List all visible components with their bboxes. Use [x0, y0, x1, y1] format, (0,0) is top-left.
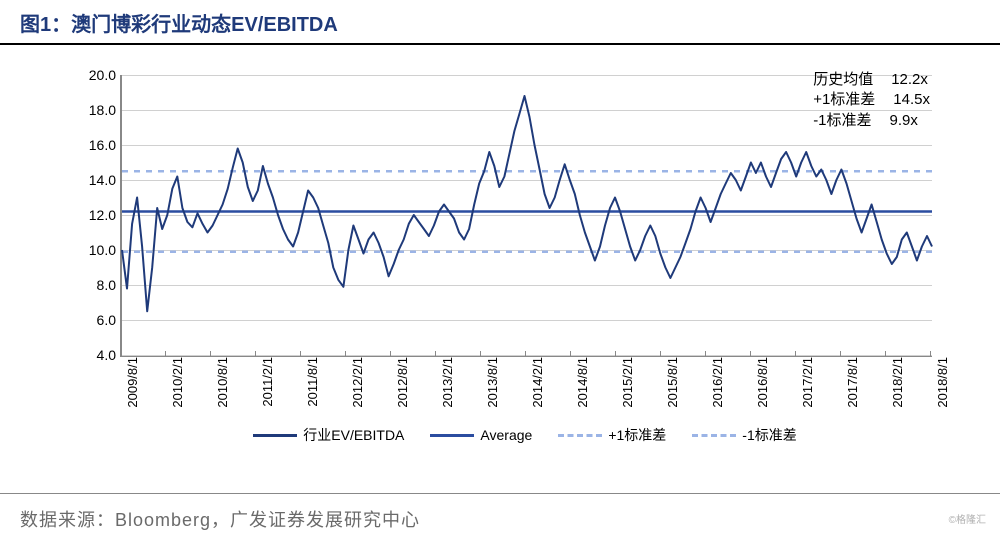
- legend-label: +1标准差: [608, 425, 666, 445]
- legend-item: -1标准差: [692, 425, 796, 445]
- x-axis-label: 2011/8/1: [305, 357, 320, 407]
- x-tick: [660, 351, 661, 357]
- x-axis-label: 2010/2/1: [170, 357, 185, 408]
- x-tick: [435, 351, 436, 357]
- x-axis-label: 2016/8/1: [755, 357, 770, 408]
- x-tick: [165, 351, 166, 357]
- stats-value: 9.9x: [890, 111, 918, 131]
- y-axis-label: 6.0: [74, 312, 116, 328]
- x-axis-label: 2015/8/1: [665, 357, 680, 408]
- figure-title: 图1：澳门博彩行业动态EV/EBITDA: [0, 0, 1000, 45]
- x-tick: [255, 351, 256, 357]
- gridline: [122, 355, 932, 356]
- x-tick: [615, 351, 616, 357]
- x-axis-label: 2014/8/1: [575, 357, 590, 408]
- x-axis-labels: 2009/8/1 2010/2/1 2010/8/1 2011/2/1 2011/8/1…: [120, 357, 930, 427]
- stats-row: -1标准差 9.9x: [813, 111, 930, 131]
- x-tick: [840, 351, 841, 357]
- legend-label: 行业EV/EBITDA: [303, 425, 404, 445]
- data-source: 数据来源：Bloomberg，广发证券发展研究中心: [0, 493, 1000, 544]
- x-tick: [795, 351, 796, 357]
- x-tick: [525, 351, 526, 357]
- x-tick: [480, 351, 481, 357]
- series-line: [122, 96, 932, 311]
- x-axis-label: 2015/2/1: [620, 357, 635, 408]
- stats-value: 12.2x: [891, 70, 928, 90]
- x-axis-label: 2010/8/1: [215, 357, 230, 408]
- x-axis-label: 2013/8/1: [485, 357, 500, 408]
- x-tick: [930, 351, 931, 357]
- stats-row: 历史均值 12.2x: [813, 70, 930, 90]
- x-axis-label: 2011/2/1: [260, 357, 275, 407]
- y-axis-label: 12.0: [74, 207, 116, 223]
- legend-item: 行业EV/EBITDA: [253, 425, 404, 445]
- stats-panel: 历史均值 12.2x +1标准差 14.5x -1标准差 9.9x: [813, 70, 930, 131]
- x-tick: [885, 351, 886, 357]
- legend-swatch: [692, 434, 736, 437]
- stats-label: +1标准差: [813, 90, 875, 110]
- legend-swatch: [253, 434, 297, 437]
- y-axis-label: 18.0: [74, 102, 116, 118]
- legend-swatch: [430, 434, 474, 437]
- legend-swatch: [558, 434, 602, 437]
- plot-area: 4.06.08.010.012.014.016.018.020.0: [120, 75, 932, 357]
- chart-svg: [122, 75, 932, 355]
- x-tick: [300, 351, 301, 357]
- x-axis-label: 2009/8/1: [125, 357, 140, 408]
- legend-label: -1标准差: [742, 425, 796, 445]
- x-axis-label: 2016/2/1: [710, 357, 725, 408]
- x-tick: [345, 351, 346, 357]
- x-tick: [750, 351, 751, 357]
- x-tick: [120, 351, 121, 357]
- y-axis-label: 16.0: [74, 137, 116, 153]
- y-axis-label: 14.0: [74, 172, 116, 188]
- y-axis-label: 4.0: [74, 347, 116, 363]
- x-tick: [705, 351, 706, 357]
- x-tick: [390, 351, 391, 357]
- x-axis-label: 2017/8/1: [845, 357, 860, 408]
- x-axis-label: 2012/2/1: [350, 357, 365, 408]
- x-tick: [210, 351, 211, 357]
- x-tick: [570, 351, 571, 357]
- stats-label: -1标准差: [813, 111, 871, 131]
- x-axis-label: 2018/2/1: [890, 357, 905, 408]
- x-axis-label: 2012/8/1: [395, 357, 410, 408]
- watermark: ©格隆汇: [949, 511, 986, 526]
- y-axis-label: 20.0: [74, 67, 116, 83]
- stats-value: 14.5x: [893, 90, 930, 110]
- x-axis-label: 2013/2/1: [440, 357, 455, 408]
- x-axis-label: 2014/2/1: [530, 357, 545, 408]
- x-axis-label: 2017/2/1: [800, 357, 815, 408]
- legend-item: Average: [430, 425, 532, 445]
- stats-row: +1标准差 14.5x: [813, 90, 930, 110]
- y-axis-label: 8.0: [74, 277, 116, 293]
- stats-label: 历史均值: [813, 70, 873, 90]
- legend-label: Average: [480, 427, 532, 443]
- legend-item: +1标准差: [558, 425, 666, 445]
- x-axis-label: 2018/8/1: [935, 357, 950, 408]
- legend: 行业EV/EBITDA Average +1标准差 -1标准差: [120, 425, 930, 445]
- chart-container: 4.06.08.010.012.014.016.018.020.0 2009/8…: [50, 65, 950, 445]
- y-axis-label: 10.0: [74, 242, 116, 258]
